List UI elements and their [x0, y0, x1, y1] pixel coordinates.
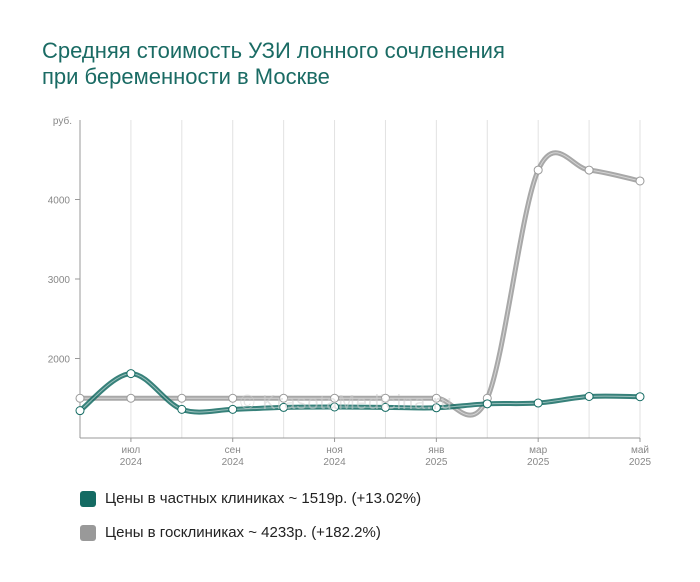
x-tick-label-year: 2025 [629, 457, 652, 468]
data-point-private [279, 402, 289, 412]
data-point-private [635, 392, 645, 402]
x-tick-label-month: ноя [326, 445, 343, 456]
data-point-private [177, 404, 187, 414]
legend-item-public[interactable]: Цены в госклиниках ~ 4233р. (+182.2%) [80, 524, 381, 541]
chart-title: Средняя стоимость УЗИ лонного сочленения… [42, 38, 662, 90]
legend-item-private[interactable]: Цены в частных клиниках ~ 1519р. (+13.02… [80, 490, 421, 507]
legend-swatch-public [80, 524, 96, 541]
data-point-public [533, 165, 543, 175]
chart-title-line1: Средняя стоимость УЗИ лонного сочленения [42, 38, 505, 63]
data-point-private [380, 402, 390, 412]
data-point-private [533, 398, 543, 408]
data-point-public [75, 393, 85, 403]
x-tick-label-month: янв [428, 445, 444, 456]
watermark-text: © KrasotaMedicina.ru [240, 392, 453, 414]
data-point-public [228, 393, 238, 403]
x-tick-label-year: 2024 [222, 457, 245, 468]
data-point-private [330, 402, 340, 412]
x-tick-label-year: 2024 [323, 457, 346, 468]
data-point-public [635, 176, 645, 186]
x-tick-label-month: сен [225, 445, 241, 456]
data-point-public [380, 393, 390, 403]
series-line-public [77, 150, 643, 418]
data-point-private [126, 369, 136, 379]
x-tick-label-year: 2025 [527, 457, 550, 468]
data-point-public [431, 393, 441, 403]
data-point-public [330, 393, 340, 403]
y-axis-unit-label: руб. [53, 115, 72, 127]
y-tick-label: 4000 [48, 196, 71, 207]
data-point-public [279, 393, 289, 403]
chart-title-line2: при беременности в Москве [42, 64, 330, 89]
data-point-private [75, 406, 85, 416]
data-point-public [126, 393, 136, 403]
x-tick-label-month: мар [529, 445, 547, 456]
data-point-public [177, 393, 187, 403]
legend-swatch-private [80, 490, 96, 507]
series-line-highlight-public [79, 152, 641, 416]
legend-label-public: Цены в госклиниках ~ 4233р. (+182.2%) [105, 524, 381, 541]
data-point-private [482, 399, 492, 409]
data-point-public [584, 165, 594, 175]
data-point-private [431, 403, 441, 413]
y-tick-label: 3000 [48, 275, 71, 286]
data-point-private [228, 404, 238, 414]
x-tick-label-month: июл [122, 445, 141, 456]
data-point-private [584, 392, 594, 402]
x-tick-label-month: май [631, 445, 649, 456]
legend-label-private: Цены в частных клиниках ~ 1519р. (+13.02… [105, 490, 422, 507]
x-tick-label-year: 2025 [425, 457, 448, 468]
y-tick-label: 2000 [48, 355, 71, 366]
x-tick-label-year: 2024 [120, 457, 143, 468]
